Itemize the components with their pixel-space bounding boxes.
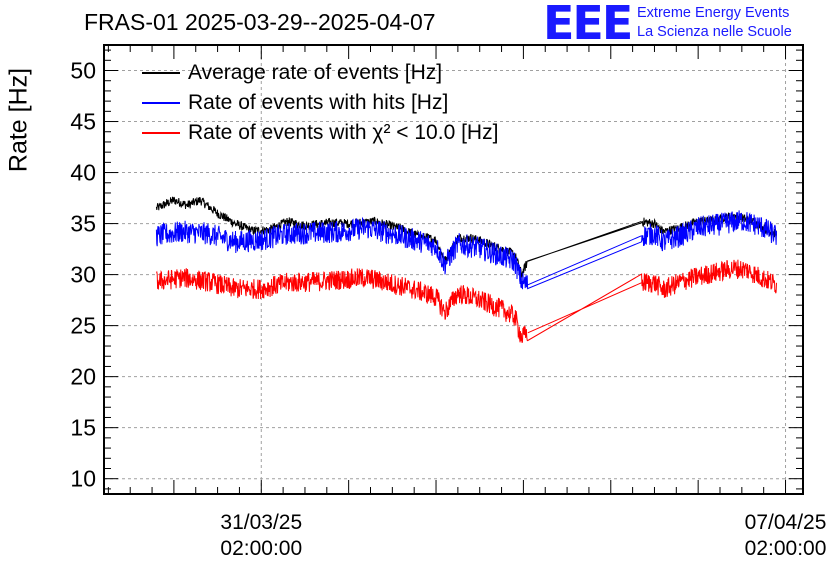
y-tick-label: 25 xyxy=(70,313,96,339)
x-tick-label: 31/03/25 02:00:00 xyxy=(201,510,321,562)
legend-label-chi2: Rate of events with χ² < 10.0 [Hz] xyxy=(188,121,499,144)
x-tick-date: 07/04/25 xyxy=(744,511,827,534)
chart-title: FRAS-01 2025-03-29--2025-04-07 xyxy=(84,9,436,35)
legend-item-average: Average rate of events [Hz] xyxy=(142,58,498,88)
logo-caption-line1: Extreme Energy Events xyxy=(637,5,790,21)
y-tick-label: 40 xyxy=(70,160,96,186)
x-tick-time: 02:00:00 xyxy=(744,537,827,560)
legend-swatch-blue xyxy=(142,102,180,104)
eee-logo: EEE xyxy=(543,0,633,50)
logo-caption: Extreme Energy Events La Scienza nelle S… xyxy=(637,4,792,42)
legend-label-hits: Rate of events with hits [Hz] xyxy=(188,91,449,114)
plot-frame xyxy=(103,44,804,495)
series-line-2 xyxy=(155,210,777,290)
series-line-1 xyxy=(155,196,777,278)
y-tick-label: 35 xyxy=(70,211,96,237)
legend-swatch-black xyxy=(142,72,180,74)
chart-legend: Average rate of events [Hz] Rate of even… xyxy=(142,58,498,148)
y-tick-label: 20 xyxy=(70,364,96,390)
series-line-3 xyxy=(156,259,777,343)
y-tick-label: 10 xyxy=(70,466,96,492)
logo-caption-line2: La Scienza nelle Scuole xyxy=(637,24,792,40)
legend-item-hits: Rate of events with hits [Hz] xyxy=(142,88,498,118)
x-tick-label: 07/04/25 02:00:00 xyxy=(726,510,836,562)
y-axis-label: Rate [Hz] xyxy=(4,67,33,173)
y-tick-label: 45 xyxy=(70,109,96,135)
x-tick-time: 02:00:00 xyxy=(220,537,303,560)
x-tick-date: 31/03/25 xyxy=(220,511,303,534)
y-tick-label: 50 xyxy=(70,58,96,84)
y-tick-label: 15 xyxy=(70,415,96,441)
legend-item-chi2: Rate of events with χ² < 10.0 [Hz] xyxy=(142,118,498,148)
legend-swatch-red xyxy=(142,132,180,134)
legend-label-average: Average rate of events [Hz] xyxy=(188,61,443,84)
y-tick-label: 30 xyxy=(70,262,96,288)
